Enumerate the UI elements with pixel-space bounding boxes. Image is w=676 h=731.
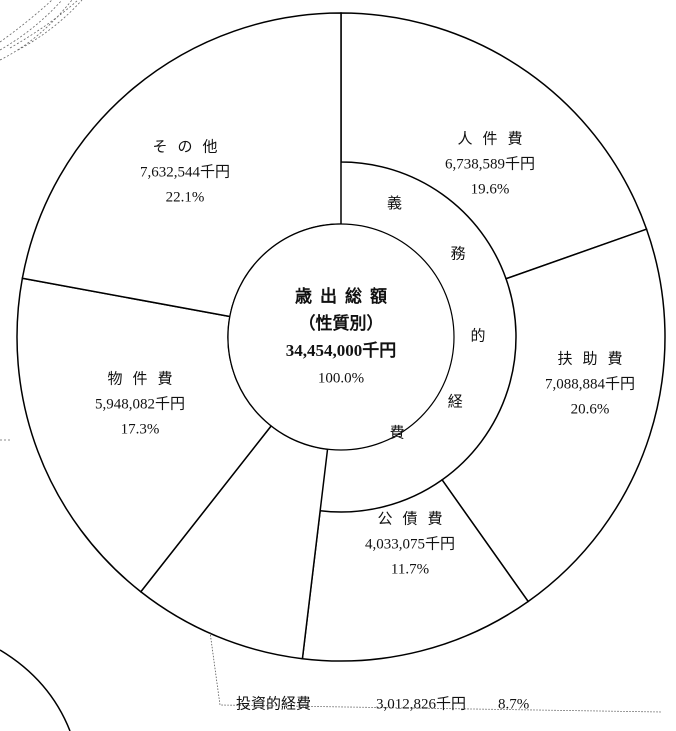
segment-percent: 19.6%: [471, 181, 510, 197]
group-label-char: 義: [387, 195, 402, 212]
decoration-arc: [0, 649, 71, 731]
segment-value: 7,632,544千円: [140, 163, 230, 180]
segment-name: 公債費: [377, 510, 452, 527]
segment-name: 物件費: [107, 370, 182, 387]
group-label-char: 務: [451, 245, 466, 262]
center-total: 34,454,000千円: [286, 341, 397, 360]
segment-percent: 17.3%: [121, 421, 160, 437]
leader-line: [209, 631, 663, 713]
decoration: [0, 0, 83, 441]
segment-value: 5,948,082千円: [95, 395, 185, 412]
segment-value: 6,738,589千円: [445, 155, 535, 172]
center-percent: 100.0%: [318, 370, 364, 386]
center-subtitle: （性質別）: [299, 313, 384, 333]
callout-name: 投資的経費: [236, 695, 311, 712]
group-label-char: 費: [389, 424, 404, 441]
segment-name: その他: [152, 138, 227, 155]
segment-value: 7,088,884千円: [545, 375, 635, 392]
segment-value: 4,033,075千円: [365, 535, 455, 552]
center-circle: [227, 223, 455, 451]
segment-percent: 20.6%: [571, 401, 610, 417]
group-label-char: 経: [448, 393, 463, 410]
center-title: 歳出総額: [295, 286, 395, 306]
wedge: [441, 228, 666, 603]
segment-percent: 11.7%: [391, 561, 429, 577]
callout-value: 3,012,826千円: [376, 695, 466, 712]
wedge: [340, 12, 648, 280]
segment-name: 扶助費: [557, 350, 632, 367]
segment-name: 人件費: [457, 130, 532, 147]
segment-percent: 22.1%: [166, 189, 205, 205]
group-label-char: 的: [470, 327, 485, 344]
callout-percent: 8.7%: [498, 696, 529, 712]
